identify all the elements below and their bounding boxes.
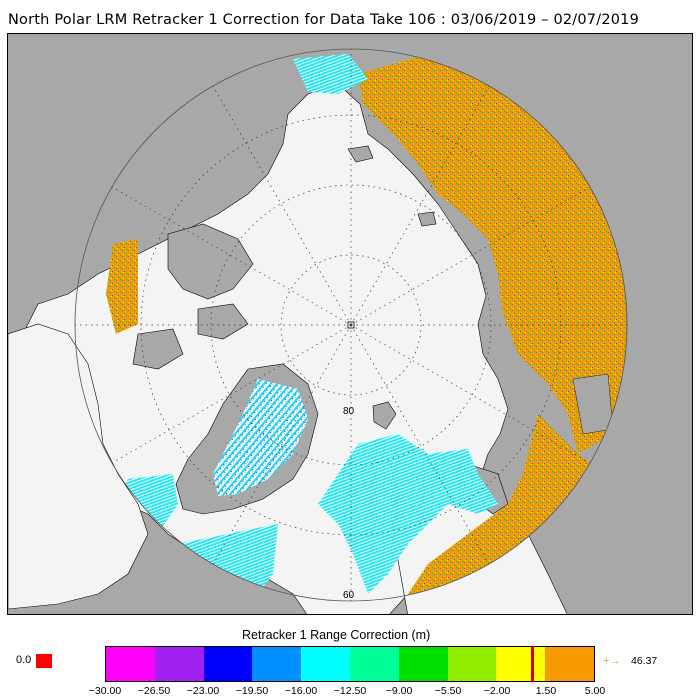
lat-label-60: 60 [343,590,355,601]
legend-title: Retracker 1 Range Correction (m) [242,628,431,642]
colorbar-tick-label: −23.00 [186,685,220,697]
siberia-track-data-2 [408,414,603,601]
colorbar-segment [252,647,302,681]
colorbar-segment [447,647,497,681]
colorbar-segment [496,647,546,681]
colorbar-tick-label: −26.50 [137,685,171,697]
colorbar-segment [203,647,253,681]
colorbar-tick-label: −19.50 [235,685,269,697]
colorbar-segment [545,647,594,681]
under-range-label: 0.0 [16,654,32,666]
colorbar-segment [398,647,448,681]
lat-label-80: 80 [343,406,355,417]
over-range-value: 46.37 [631,655,658,667]
longitude-grid [75,49,627,601]
colorbar-tick-label: −5.50 [434,685,462,697]
colorbar-ticks: −30.00 −26.50 −23.00 −19.50 −16.00 −12.50 −9.0… [0,685,700,699]
colorbar-tick-label: −12.50 [333,685,367,697]
greenland-ice-track [213,379,308,496]
polar-map-svg: 80 60 [8,34,692,614]
laptev-track [293,54,368,94]
polar-map[interactable]: 80 60 [7,33,693,615]
north-pole-marker [347,321,355,329]
map-title: North Polar LRM Retracker 1 Correction f… [8,12,640,28]
colorbar-segment [349,647,399,681]
colorbar-tick-label: −30.00 [88,685,122,697]
colorbar-tick-label: −9.00 [385,685,413,697]
colorbar-segment [106,647,155,681]
under-range-swatch [36,654,52,668]
over-range-arrow: +→ [603,655,621,667]
svalbard [372,401,397,430]
norwegian-track [178,524,278,594]
colorbar-tick-label: −16.00 [284,685,318,697]
colorbar-tick-label: −2.00 [483,685,511,697]
colorbar-marker [531,646,534,682]
canadian-islands [132,223,254,370]
beaufort-track [106,239,138,334]
colorbar-tick-label: 1.50 [535,685,557,697]
colorbar [105,646,595,682]
colorbar-segment [154,647,204,681]
new-siberian-islands [347,145,437,227]
north-atlantic [8,323,149,610]
colorbar-segment [301,647,350,681]
arctic-sea-ice-track [318,434,498,594]
colorbar-tick-label: 5.00 [584,685,606,697]
